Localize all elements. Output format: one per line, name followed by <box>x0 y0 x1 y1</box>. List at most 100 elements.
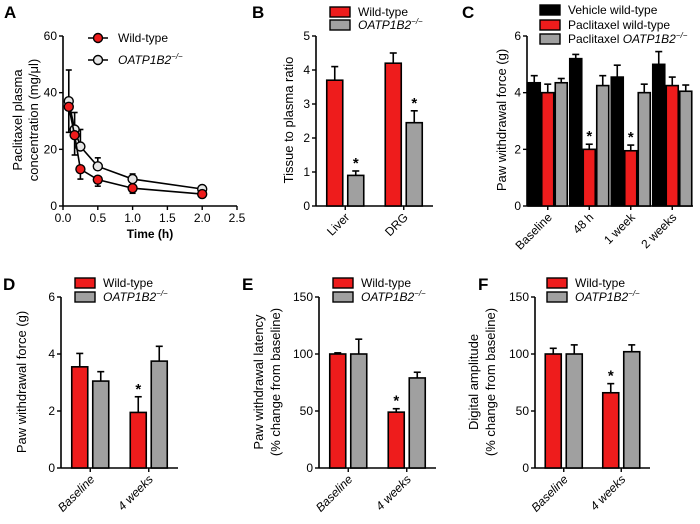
panel-letter: C <box>462 3 474 22</box>
legend-swatch <box>546 277 568 289</box>
bar <box>527 81 542 207</box>
legend-label: Paclitaxel OATP1B2−/− <box>568 31 688 46</box>
bar <box>637 91 652 207</box>
y-tick-label: 2 <box>303 131 310 145</box>
bar <box>91 380 110 469</box>
legend-swatch <box>329 19 351 31</box>
y-axis-label: Paclitaxel plasma <box>10 69 25 171</box>
legend-label: Paclitaxel wild-type <box>568 18 670 32</box>
legend-swatch <box>74 291 96 303</box>
category-label: DRG <box>382 210 411 239</box>
panel-letter: D <box>3 275 15 294</box>
data-point <box>75 163 86 175</box>
bar <box>70 366 89 469</box>
x-tick-label: 2.5 <box>229 211 246 225</box>
legend-label: OATP1B2−/− <box>358 17 423 32</box>
significance-marker: * <box>586 128 592 145</box>
legend-label: Vehicle wild-type <box>568 3 658 17</box>
data-point <box>127 173 138 185</box>
y-tick-label: 0 <box>50 199 57 213</box>
legend-label: OATP1B2−/− <box>575 289 640 304</box>
y-tick-label: 100 <box>509 347 529 361</box>
x-tick-label: 0.0 <box>55 211 72 225</box>
panel-letter: F <box>478 275 488 294</box>
y-tick-label: 0 <box>306 461 313 475</box>
y-tick-label: 0 <box>303 199 310 213</box>
bar <box>554 81 569 207</box>
y-tick-label: 50 <box>516 404 530 418</box>
category-label: Liver <box>324 210 352 238</box>
legend-label: Wild-type <box>118 31 168 45</box>
legend-label: Wild-type <box>103 276 153 290</box>
category-label: 4 weeks <box>587 472 628 513</box>
panel-C: C 0 2 4 6 Paw withdrawal force (g) Baseline 48 … <box>462 3 693 253</box>
bar <box>601 391 620 469</box>
y-axis-label: concentration (mg/μl) <box>26 59 41 181</box>
category-label: 2 weeks <box>638 210 679 251</box>
category-label: Baseline <box>55 472 98 515</box>
panel-A: A 0 20 40 60 Paclitaxel plasma concentration (… <box>4 3 246 241</box>
y-axis-label: (% change from baseline) <box>268 308 283 456</box>
y-tick-label: 60 <box>44 29 58 43</box>
bar <box>328 353 347 469</box>
bar <box>565 353 584 469</box>
y-tick-label: 2 <box>48 404 55 418</box>
y-axis-label: Digital amplitude <box>466 334 481 430</box>
y-tick-label: 3 <box>303 97 310 111</box>
legend-swatch <box>539 33 561 45</box>
y-axis-label: (% change from baseline) <box>483 308 498 456</box>
bar <box>595 84 610 207</box>
y-tick-label: 6 <box>48 290 55 304</box>
category-label: 4 weeks <box>373 472 414 513</box>
y-tick-label: 40 <box>44 86 58 100</box>
data-point <box>69 129 80 141</box>
category-label: Baseline <box>512 210 555 253</box>
y-tick-label: 5 <box>303 29 310 43</box>
data-point <box>196 188 208 200</box>
y-tick-label: 50 <box>300 404 314 418</box>
x-tick-label: 0.5 <box>89 211 106 225</box>
category-label: 4 weeks <box>115 472 156 513</box>
y-tick-label: 4 <box>303 63 310 77</box>
bar <box>582 148 597 207</box>
y-tick-label: 100 <box>293 347 313 361</box>
y-tick-label: 4 <box>514 86 521 100</box>
bar <box>408 377 427 469</box>
bar <box>129 411 148 469</box>
bar <box>568 57 583 207</box>
significance-marker: * <box>393 393 399 410</box>
x-tick-label: 1.0 <box>124 211 141 225</box>
bar <box>544 353 563 469</box>
y-tick-label: 0 <box>514 199 521 213</box>
legend-label: OATP1B2−/− <box>103 289 168 304</box>
y-axis-label: Paw withdrawal latency <box>251 314 266 450</box>
legend-label: Wild-type <box>361 276 411 290</box>
bar <box>665 84 680 207</box>
bar <box>540 91 555 207</box>
y-tick-label: 0 <box>522 461 529 475</box>
y-axis-label: Tissue to plasma ratio <box>281 57 296 184</box>
bar <box>384 62 403 207</box>
panel-D: D 0 2 4 6 Paw withdrawal force (g) Baseline 4 w… <box>3 275 178 515</box>
y-tick-label: 1 <box>303 165 310 179</box>
x-tick-label: 1.5 <box>159 211 176 225</box>
legend-swatch <box>329 6 351 18</box>
y-tick-label: 6 <box>514 29 521 43</box>
bar <box>678 90 693 207</box>
bar <box>349 353 368 469</box>
legend-label: OATP1B2−/− <box>361 289 426 304</box>
panel-F: F 0 50 100 150 Digital amplitude (% change fro… <box>466 275 650 515</box>
y-tick-label: 2 <box>514 142 521 156</box>
legend-swatch <box>332 291 354 303</box>
x-tick-label: 2.0 <box>194 211 211 225</box>
legend-swatch <box>539 19 561 31</box>
bar <box>387 411 406 469</box>
legend-swatch <box>332 277 354 289</box>
data-point <box>92 174 104 185</box>
bar <box>150 360 169 469</box>
bar <box>346 174 365 207</box>
x-axis-title: Time (h) <box>127 227 173 241</box>
bar <box>623 149 638 207</box>
category-label: Baseline <box>528 472 571 515</box>
panel-letter: B <box>252 3 264 22</box>
